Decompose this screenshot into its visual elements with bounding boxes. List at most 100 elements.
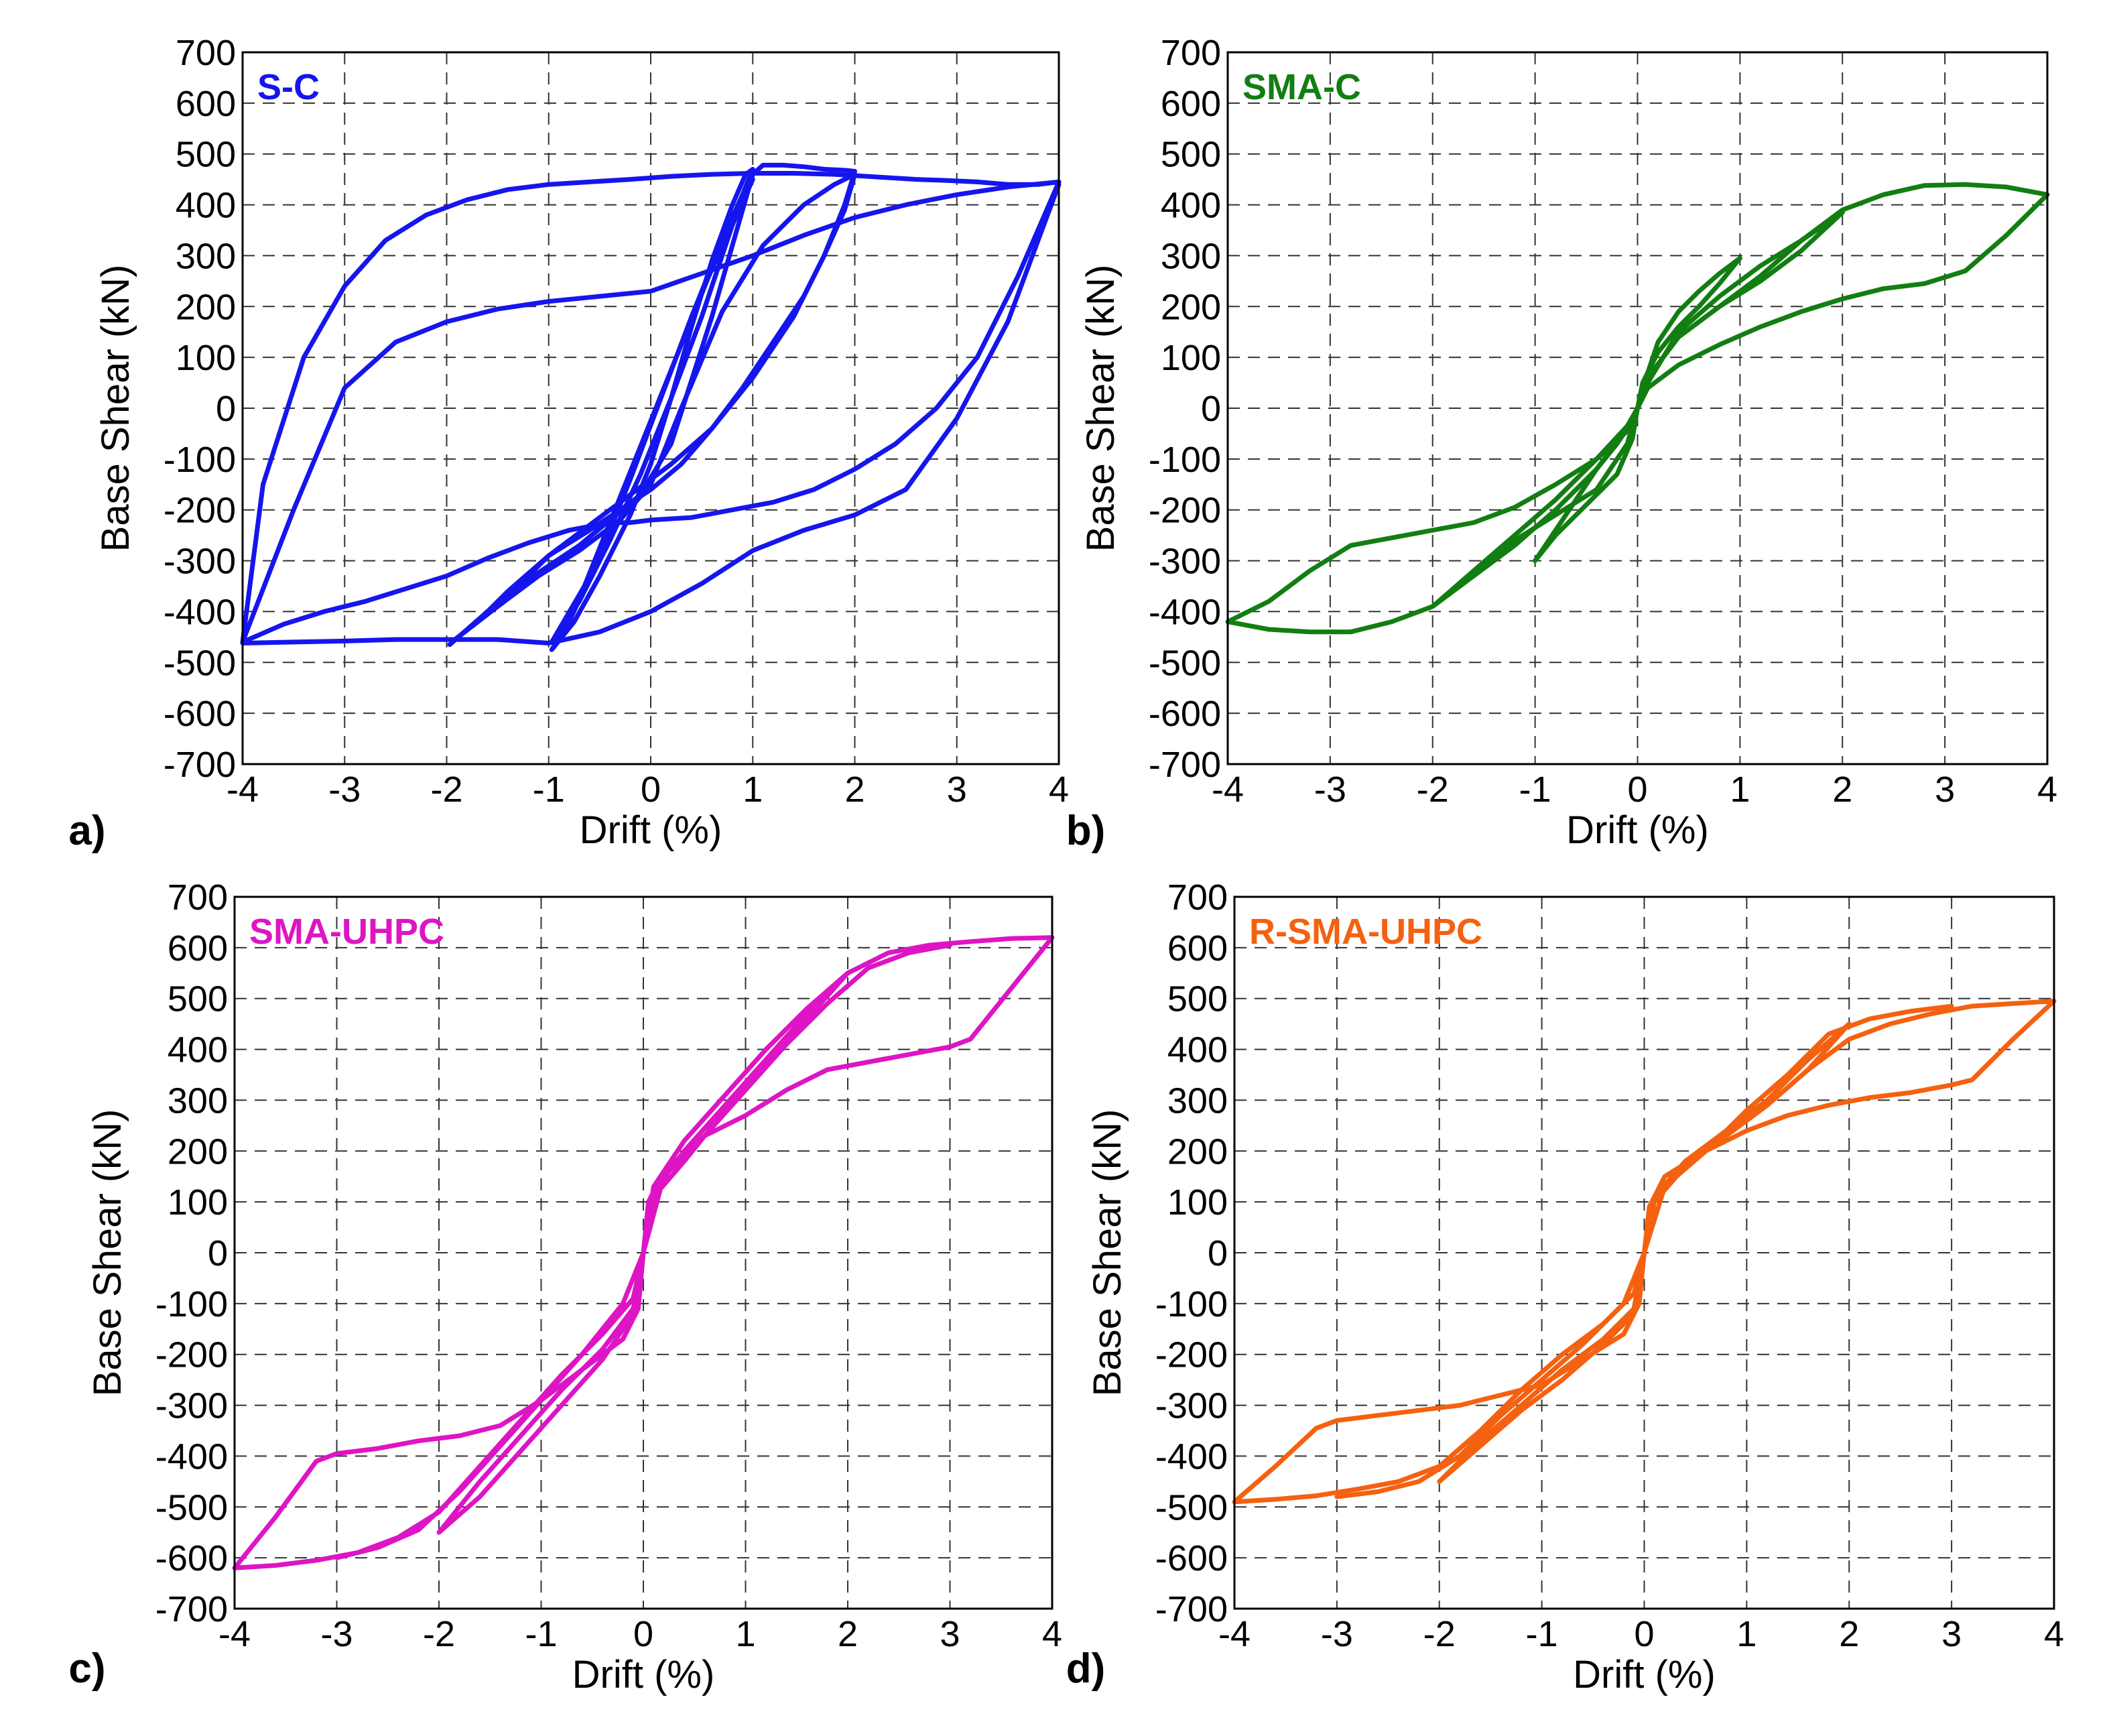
y-tick-label: -700 [155,1589,228,1629]
x-tick-label: 3 [1935,769,1955,810]
y-tick-label: 300 [1167,1080,1228,1121]
hysteresis-curve [334,942,952,1560]
y-tick-label: -600 [164,694,236,734]
y-tick-label: -100 [1155,1284,1228,1324]
y-tick-label: -400 [1149,592,1221,632]
y-tick-label: 0 [1208,1233,1228,1274]
chart-title: SMA-C [1242,67,1361,107]
x-tick-label: 0 [1634,1614,1654,1654]
x-tick-label: -4 [218,1614,251,1654]
x-tick-label: 1 [743,769,763,810]
panel-letter: c) [68,1646,105,1692]
y-tick-label: -400 [155,1436,228,1477]
x-axis-label: Drift (%) [1566,808,1709,852]
x-tick-label: 4 [2037,769,2057,810]
y-tick-label: -400 [164,592,236,632]
x-tick-label: -3 [320,1614,353,1654]
x-tick-label: 2 [1839,1614,1859,1654]
x-tick-label: -4 [1218,1614,1251,1654]
x-tick-label: 3 [947,769,967,810]
y-tick-label: 700 [1161,33,1221,73]
y-tick-label: -500 [1149,643,1221,683]
y-tick-label: 0 [216,389,236,429]
y-tick-label: -500 [155,1487,228,1528]
y-tick-label: -400 [1155,1436,1228,1477]
x-tick-label: 0 [1627,769,1647,810]
x-tick-label: -2 [423,1614,455,1654]
y-tick-label: 500 [168,979,228,1019]
x-tick-label: -3 [1314,769,1346,810]
y-tick-label: 500 [1161,135,1221,175]
y-tick-label: 200 [176,287,236,327]
y-tick-label: 700 [1167,877,1228,918]
y-tick-label: 300 [168,1080,228,1121]
x-tick-label: 4 [2044,1614,2064,1654]
y-tick-label: -500 [164,643,236,683]
y-tick-label: -200 [1149,491,1221,531]
y-tick-label: 100 [168,1182,228,1223]
x-tick-label: -1 [525,1614,557,1654]
x-tick-label: 2 [838,1614,858,1654]
x-tick-label: -3 [328,769,361,810]
x-tick-label: 1 [735,1614,755,1654]
y-tick-label: 400 [168,1030,228,1070]
hysteresis-curve [1232,999,2057,1505]
x-tick-label: 1 [1736,1614,1756,1654]
x-axis-label: Drift (%) [572,1653,715,1696]
x-tick-label: -1 [1526,1614,1558,1654]
y-tick-label: 600 [168,928,228,969]
x-tick-label: -2 [1417,769,1449,810]
y-tick-label: -700 [1149,745,1221,785]
x-tick-label: -2 [430,769,462,810]
y-tick-label: 500 [1167,979,1228,1019]
x-tick-label: 3 [940,1614,960,1654]
y-tick-label: 300 [1161,236,1221,276]
y-tick-label: 0 [208,1233,228,1274]
y-tick-label: 200 [1167,1131,1228,1172]
x-tick-label: 2 [1832,769,1852,810]
hysteresis-curve [449,172,857,645]
x-tick-label: -1 [533,769,565,810]
y-tick-label: 700 [176,33,236,73]
plot-frame [233,895,1053,1610]
y-tick-label: -300 [164,542,236,582]
x-tick-label: -4 [227,769,259,810]
hysteresis-curve [1334,1003,1954,1499]
y-tick-label: 100 [176,338,236,378]
chart-panel-4: -4 -3 -2 -1 0 1 2 3 4 700 600 500 400 300 200 100 0 -100 -… [1066,877,2064,1696]
x-tick-label: -4 [1212,769,1244,810]
x-tick-label: -3 [1321,1614,1353,1654]
y-tick-label: 700 [168,877,228,918]
y-tick-label: 200 [168,1131,228,1172]
y-axis-label: Base Shear (kN) [86,1109,129,1397]
y-tick-label: -200 [164,491,236,531]
x-tick-label: 2 [844,769,865,810]
x-tick-label: 0 [633,1614,653,1654]
x-tick-label: -2 [1423,1614,1456,1654]
y-tick-label: 300 [176,236,236,276]
y-tick-label: 200 [1161,287,1221,327]
y-tick-label: -100 [155,1284,228,1324]
x-axis-label: Drift (%) [580,808,722,852]
y-tick-label: 600 [176,84,236,124]
plot-frame [1226,51,2049,765]
x-tick-label: 3 [1941,1614,1962,1654]
y-axis-label: Base Shear (kN) [94,265,137,552]
x-tick-label: -1 [1519,769,1551,810]
y-tick-label: -700 [164,745,236,785]
y-tick-label: -500 [1155,1487,1228,1528]
y-tick-label: -100 [164,440,236,480]
y-axis-label: Base Shear (kN) [1079,265,1123,552]
x-tick-label: 0 [641,769,661,810]
x-tick-label: 1 [1730,769,1750,810]
y-tick-label: -300 [155,1386,228,1426]
plot-frame [241,51,1060,765]
y-tick-label: 400 [1161,186,1221,226]
y-tick-label: 0 [1201,389,1221,429]
x-tick-label: 4 [1049,769,1069,810]
y-tick-label: -300 [1155,1386,1228,1426]
x-axis-label: Drift (%) [1573,1653,1716,1696]
y-tick-label: -200 [155,1335,228,1375]
y-tick-label: -600 [1155,1538,1228,1578]
